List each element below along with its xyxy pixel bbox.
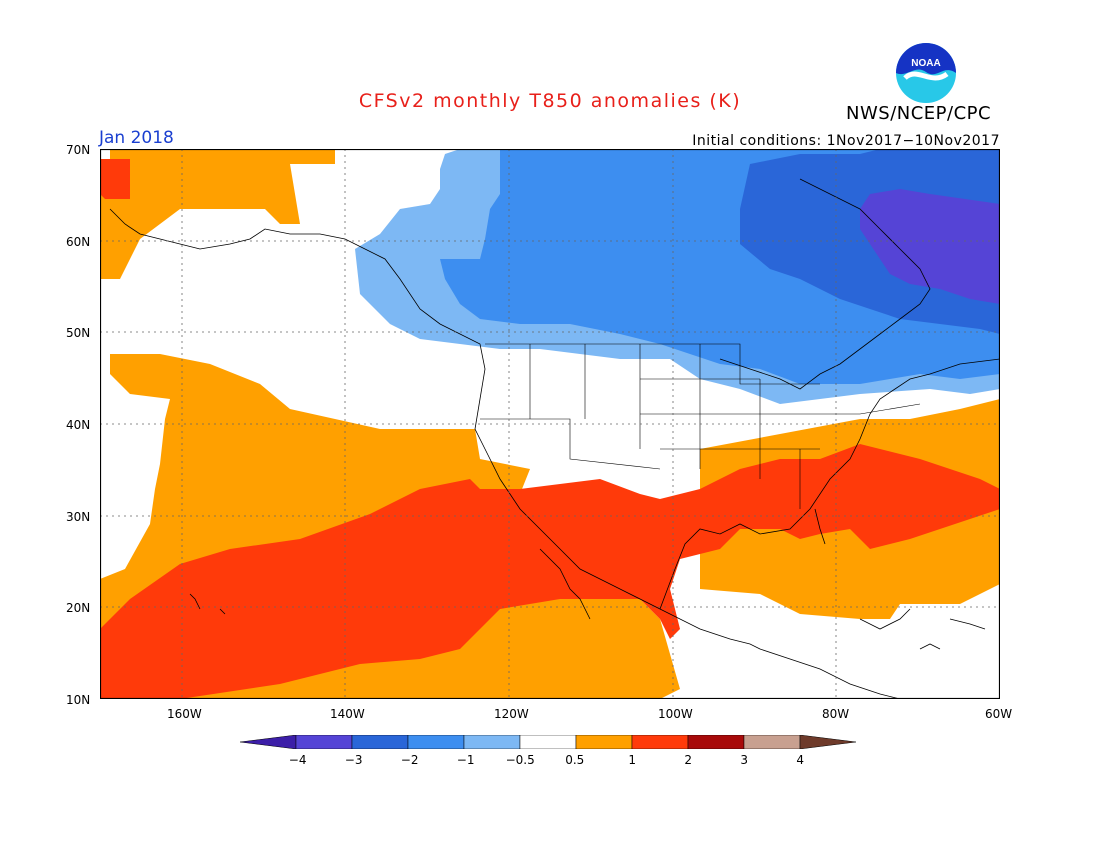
colorbar-tick-label: −2 (400, 753, 419, 767)
initial-conditions: Initial conditions: 1Nov2017−10Nov2017 (692, 133, 1000, 149)
lon-label: 60W (985, 707, 1013, 721)
lat-label: 60N (66, 235, 91, 249)
colorbar-segment (575, 735, 633, 749)
colorbar-tick-label: 2 (684, 753, 693, 767)
lat-label: 30N (66, 510, 91, 524)
colorbar-tick-label: −0.5 (505, 753, 535, 767)
colorbar-segment (631, 735, 689, 749)
colorbar-right-arrow (799, 735, 857, 749)
anomaly-map (100, 149, 1000, 699)
logo-text: NOAA (911, 58, 940, 69)
colorbar-tick-label: 3 (740, 753, 749, 767)
anomaly-fill-positive (100, 149, 1000, 699)
colorbar-segment (295, 735, 353, 749)
lat-label: 20N (66, 601, 91, 615)
colorbar-tick-label: 1 (628, 753, 637, 767)
lat-label: 10N (66, 693, 91, 707)
agency-label: NWS/NCEP/CPC (846, 103, 992, 124)
colorbar-tick-label: −4 (288, 753, 307, 767)
colorbar-tick-label: 0.5 (565, 753, 585, 767)
colorbar-segment (351, 735, 409, 749)
colorbar-tick-label: −1 (456, 753, 475, 767)
lat-label: 70N (66, 143, 91, 157)
color-scale-bar (240, 735, 857, 749)
colorbar-left-arrow (240, 735, 297, 749)
lat-label: 50N (66, 326, 91, 340)
anomaly-fill-negative (355, 149, 1000, 404)
colorbar-tick-label: 4 (796, 753, 805, 767)
lon-label: 100W (658, 707, 693, 721)
colorbar-segment (519, 735, 577, 749)
lat-label: 40N (66, 418, 91, 432)
colorbar-segment (743, 735, 801, 749)
colorbar-tick-label: −3 (344, 753, 363, 767)
forecast-month: Jan 2018 (99, 128, 174, 148)
noaa-logo-icon: NOAA (896, 43, 956, 103)
colorbar-segment (407, 735, 465, 749)
lon-label: 140W (330, 707, 365, 721)
colorbar-segment (463, 735, 521, 749)
gridlines (100, 149, 1000, 699)
lon-label: 120W (494, 707, 529, 721)
lon-label: 160W (167, 707, 202, 721)
map-title: CFSv2 monthly T850 anomalies (K) (358, 90, 742, 112)
map-frame (100, 149, 1000, 699)
colorbar-segment (687, 735, 745, 749)
lon-label: 80W (822, 707, 850, 721)
coastlines (109, 178, 1000, 699)
state-borders (480, 343, 921, 509)
